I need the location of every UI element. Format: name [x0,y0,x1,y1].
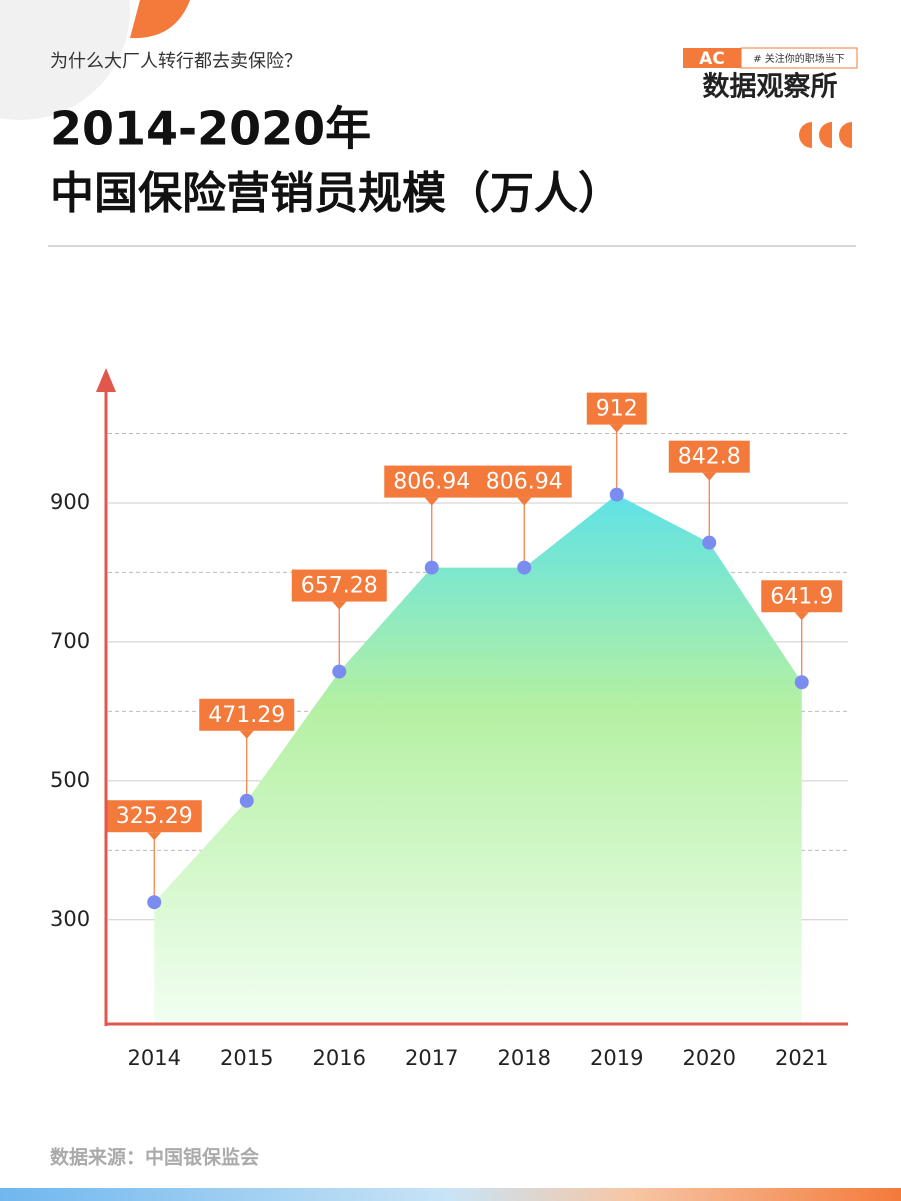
source: 数据来源：中国银保监会 [50,1146,259,1169]
data-label-pointer [517,497,532,506]
data-label-pointer [424,497,439,506]
x-tick-label: 2018 [498,1046,551,1070]
point [332,664,347,679]
logo-mark: AC [699,49,725,69]
data-label-box [384,465,480,498]
x-tick-label: 2019 [590,1046,643,1070]
point [239,793,254,808]
data-label-pointer [147,832,162,841]
chart-subtitle: 中国保险营销员规模（万人） [50,168,622,219]
logo-tag-box [740,47,858,69]
data-label: 912 [596,397,638,422]
data-label: 842.8 [678,445,741,470]
x-tick-label: 2020 [683,1046,736,1070]
point [147,895,162,910]
y-tick-label: 500 [50,768,90,792]
data-label: 657.28 [301,574,378,599]
y-axis-arrow [96,368,116,392]
data-label: 471.29 [208,703,285,728]
x-tick-label: 2014 [128,1046,181,1070]
logo-badge [683,48,741,68]
data-label-box [668,440,750,473]
data-label-box [291,569,387,602]
area [154,494,802,1024]
y-tick-label: 900 [50,490,90,514]
plot: 300 500 700 900 325.29 471.29 657.28 806.94 806.… [50,368,848,1070]
data-label-pointer [239,730,254,739]
footer-bar [0,1188,901,1201]
x-tick-label: 2016 [313,1046,366,1070]
decor-circle [0,0,130,120]
x-tick-label: 2017 [405,1046,458,1070]
y-tick-label: 700 [50,629,90,653]
data-label-pointer [794,612,809,621]
point [609,487,624,502]
data-label-pointer [609,424,624,433]
point [794,675,809,690]
data-label-box [106,800,202,833]
data-label: 806.94 [393,470,470,495]
data-label-box [199,698,295,731]
chart-title: 2014-2020年 [50,102,371,156]
point [424,560,439,575]
data-label-box [476,465,572,498]
data-label: 325.29 [116,804,193,829]
data-label-box [761,580,843,613]
logo-name: 数据观察所 [703,71,838,103]
logo-dots [799,122,852,148]
point [702,535,717,550]
x-tick-label: 2015 [220,1046,273,1070]
decor-shape [130,0,190,39]
point [517,560,532,575]
y-tick-label: 300 [50,907,90,931]
data-label: 641.9 [770,584,833,609]
page-subtitle: 为什么大厂人转行都去卖保险？ [50,51,302,72]
logo-tagline: # 关注你的职场当下 [753,52,845,65]
data-label-pointer [332,601,347,610]
data-label-pointer [702,472,717,481]
x-tick-label: 2021 [775,1046,828,1070]
data-label: 806.94 [486,470,563,495]
data-label-box [586,392,647,425]
